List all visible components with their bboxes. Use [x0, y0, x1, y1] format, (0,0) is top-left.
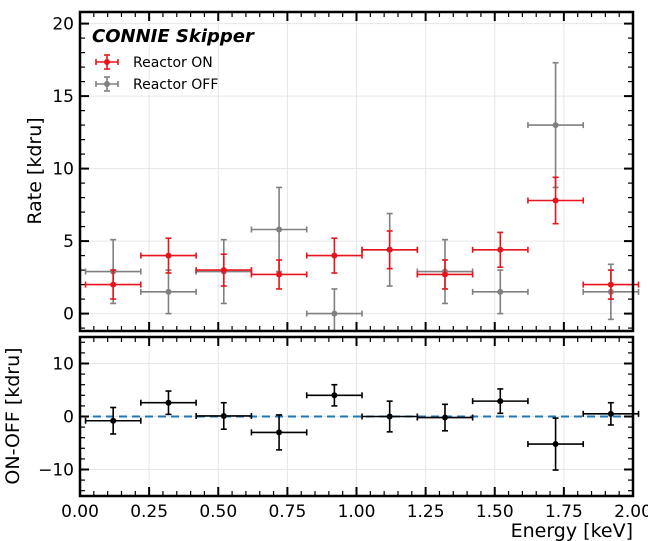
reactor-on-errorbar-4 [305, 237, 363, 274]
bottom-diff-point-8 [552, 441, 559, 448]
x-tick-label-7: 1.75 [545, 502, 583, 522]
top-y-axis-label: Rate [kdru] [24, 117, 46, 224]
bottom-plot-frame [78, 335, 635, 498]
reactor-off-point-8 [552, 122, 559, 129]
bottom-diff-point-3 [276, 429, 283, 436]
bottom-y-axis-label: ON-OFF [kdru] [2, 347, 24, 484]
x-tick-label-2: 0.50 [199, 502, 237, 522]
chart-title: CONNIE Skipper [92, 26, 255, 47]
reactor-on-point-7 [497, 246, 504, 253]
bottom-diff-point-7 [497, 398, 504, 405]
legend-entry-0: Reactor ON [95, 54, 213, 71]
bottom-diff-point-1 [165, 399, 172, 406]
series-reactor-on [84, 176, 640, 300]
x-tick-label-0: 0.00 [61, 502, 99, 522]
reactor-on-errorbar-0 [84, 269, 142, 300]
bottom-diff-errorbar-1 [140, 390, 197, 416]
reactor-on-point-9 [607, 281, 614, 288]
reactor-off-errorbar-4 [305, 288, 363, 332]
bottom-ticks: 0.00 0.25 0.50 0.75 1.00 1.25 1.50 1.75 2.00 −10 0… [38, 337, 648, 522]
reactor-on-errorbar-7 [471, 231, 529, 269]
legend-marker-dot [104, 81, 110, 87]
reactor-on-errorbar-6 [416, 259, 474, 290]
legend-label-1: Reactor OFF [133, 77, 218, 93]
reactor-off-point-7 [497, 288, 504, 295]
bottom-diff-point-9 [607, 410, 614, 417]
reactor-on-point-8 [552, 197, 559, 204]
bottom-y-tick-label-2: 10 [52, 355, 74, 375]
bottom-y-tick-label-1: 0 [63, 408, 74, 428]
top-y-tick-label-0: 0 [63, 305, 74, 325]
reactor-off-errorbar-3 [250, 186, 308, 273]
legend-label-0: Reactor ON [133, 55, 213, 71]
reactor-on-errorbar-1 [140, 237, 197, 274]
reactor-on-errorbar-3 [250, 259, 308, 290]
top-y-tick-label-4: 20 [52, 15, 74, 35]
x-tick-label-1: 0.25 [130, 502, 168, 522]
bottom-diff-errorbar-3 [250, 414, 308, 451]
bottom-diff-point-0 [110, 417, 117, 424]
legend-entry-1: Reactor OFF [95, 76, 218, 93]
top-plot-frame [78, 10, 635, 333]
bottom-diff-errorbar-5 [361, 400, 419, 433]
reactor-on-point-0 [110, 281, 117, 288]
top-y-tick-label-3: 15 [52, 87, 74, 107]
x-axis-label: Energy [keV] [511, 520, 633, 541]
legend-marker-dot [104, 59, 110, 65]
top-panel: 0 5 10 15 20 Rate [kdru] CONNIE Skipper Reac… [24, 10, 640, 333]
top-grid [80, 12, 633, 331]
bottom-diff-errorbar-9 [582, 401, 640, 426]
reactor-on-point-2 [220, 267, 227, 274]
bottom-series [84, 383, 640, 471]
bottom-diff-errorbar-0 [84, 406, 142, 435]
reactor-on-errorbar-5 [361, 230, 419, 270]
x-tick-label-8: 2.00 [614, 502, 648, 522]
bottom-diff-errorbar-4 [305, 383, 363, 407]
x-tick-label-4: 1.00 [338, 502, 376, 522]
top-series [84, 61, 640, 332]
reactor-on-point-6 [441, 271, 448, 278]
bottom-diff-point-4 [331, 392, 338, 399]
reactor-on-errorbar-9 [582, 269, 640, 300]
x-tick-label-6: 1.50 [476, 502, 514, 522]
bottom-diff-errorbar-2 [195, 401, 253, 431]
bottom-diff-errorbar-8 [527, 417, 585, 471]
reactor-off-point-1 [165, 288, 172, 295]
reactor-off-point-4 [331, 310, 338, 317]
reactor-off-errorbar-7 [471, 269, 529, 315]
bottom-diff-errorbar-6 [416, 403, 474, 432]
reactor-off-errorbar-8 [527, 61, 585, 189]
reactor-on-point-5 [386, 246, 393, 253]
bottom-y-tick-label-0: −10 [38, 461, 74, 481]
bottom-diff-point-2 [220, 412, 227, 419]
x-tick-label-5: 1.25 [407, 502, 445, 522]
reactor-off-errorbar-1 [140, 269, 197, 315]
bottom-panel: 0.00 0.25 0.50 0.75 1.00 1.25 1.50 1.75 2.00 −10 0… [2, 335, 648, 541]
series-bottom-diff [84, 383, 640, 471]
legend: Reactor ON Reactor OFF [95, 54, 218, 93]
reactor-on-errorbar-8 [527, 176, 585, 225]
bottom-diff-errorbar-7 [471, 388, 529, 415]
bottom-diff-point-6 [441, 414, 448, 421]
bottom-diff-point-5 [386, 413, 393, 420]
reactor-on-errorbar-2 [195, 253, 253, 287]
reactor-on-point-3 [276, 271, 283, 278]
x-tick-label-3: 0.75 [268, 502, 306, 522]
top-y-tick-label-2: 10 [52, 160, 74, 180]
reactor-off-point-3 [276, 226, 283, 233]
reactor-on-point-4 [331, 252, 338, 259]
reactor-on-point-1 [165, 252, 172, 259]
top-y-tick-label-1: 5 [63, 232, 74, 252]
